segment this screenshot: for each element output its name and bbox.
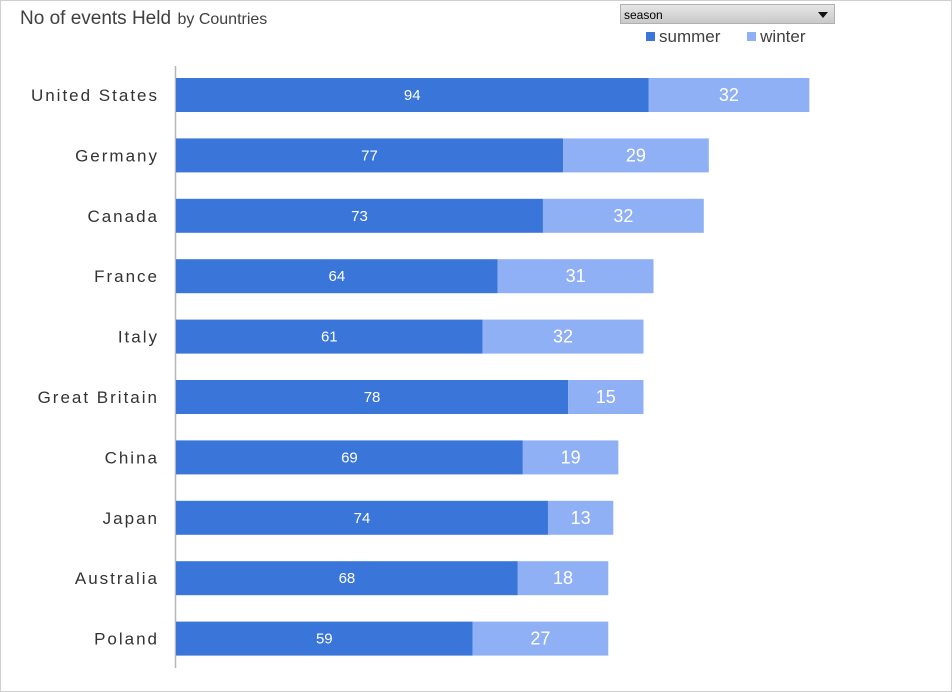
bar-winter-france: [497, 259, 654, 294]
bar-summer-australia: [176, 561, 518, 596]
legend-swatch-winter: [747, 32, 757, 41]
bar-summer-canada: [176, 198, 543, 233]
chart-heading: No of events Held by Countries: [20, 8, 267, 30]
data-label-winter-italy: 32: [553, 327, 573, 347]
bar-winter-great-britain: [568, 380, 644, 414]
legend-item-winter[interactable]: winter: [747, 27, 806, 47]
chevron-down-icon: [818, 12, 828, 18]
bar-summer-united-states: [176, 78, 649, 112]
bar-winter-canada: [542, 198, 704, 233]
data-label-summer-germany: 77: [361, 147, 378, 164]
category-label-japan: Japan: [103, 509, 159, 528]
bar-summer-great-britain: [176, 380, 569, 414]
data-label-winter-united-states: 32: [719, 85, 739, 105]
data-label-winter-germany: 29: [626, 145, 646, 165]
data-label-summer-japan: 74: [354, 510, 371, 527]
legend-label-winter: winter: [760, 27, 806, 46]
season-filter-label: season: [624, 8, 663, 22]
bar-summer-japan: [176, 500, 548, 535]
bar-winter-japan: [547, 500, 614, 535]
data-label-winter-poland: 27: [530, 629, 550, 649]
data-label-summer-canada: 73: [351, 208, 368, 225]
data-label-winter-japan: 13: [571, 508, 591, 528]
bar-winter-italy: [482, 319, 644, 354]
category-label-great-britain: Great Britain: [38, 388, 159, 407]
bar-winter-china: [522, 440, 619, 475]
category-label-china: China: [105, 448, 159, 467]
bar-summer-france: [176, 259, 498, 294]
bar-winter-poland: [472, 621, 609, 656]
data-label-summer-italy: 61: [321, 329, 338, 346]
data-label-summer-great-britain: 78: [364, 389, 381, 406]
chart-subtitle: by Countries: [177, 11, 268, 28]
bar-winter-germany: [563, 138, 709, 173]
bar-summer-china: [176, 440, 523, 475]
legend-item-summer[interactable]: summer: [646, 27, 720, 47]
data-label-summer-united-states: 94: [404, 87, 421, 104]
category-label-italy: Italy: [118, 328, 159, 347]
data-label-summer-france: 64: [329, 268, 346, 285]
legend-label-summer: summer: [659, 27, 721, 46]
data-label-winter-france: 31: [566, 266, 586, 286]
data-label-winter-canada: 32: [613, 206, 633, 226]
category-label-france: France: [94, 267, 159, 286]
season-filter-dropdown[interactable]: season: [620, 4, 835, 24]
bar-summer-germany: [176, 138, 564, 173]
legend-swatch-summer: [646, 32, 655, 41]
bar-summer-poland: [176, 621, 473, 656]
data-label-summer-china: 69: [341, 449, 358, 466]
bar-winter-united-states: [648, 78, 810, 112]
data-label-summer-australia: 68: [339, 570, 356, 587]
category-label-germany: Germany: [75, 146, 159, 165]
data-label-summer-poland: 59: [316, 631, 333, 648]
bar-summer-italy: [176, 319, 483, 354]
chart-legend: summer winter: [646, 27, 828, 47]
category-label-canada: Canada: [87, 207, 159, 226]
data-label-winter-china: 19: [561, 447, 581, 467]
data-label-winter-australia: 18: [553, 568, 573, 588]
category-label-australia: Australia: [75, 569, 159, 588]
data-label-winter-great-britain: 15: [596, 387, 616, 407]
bar-winter-australia: [517, 561, 609, 596]
chart-title: No of events Held: [20, 8, 172, 29]
category-label-poland: Poland: [94, 630, 159, 649]
category-label-united-states: United States: [31, 86, 159, 105]
